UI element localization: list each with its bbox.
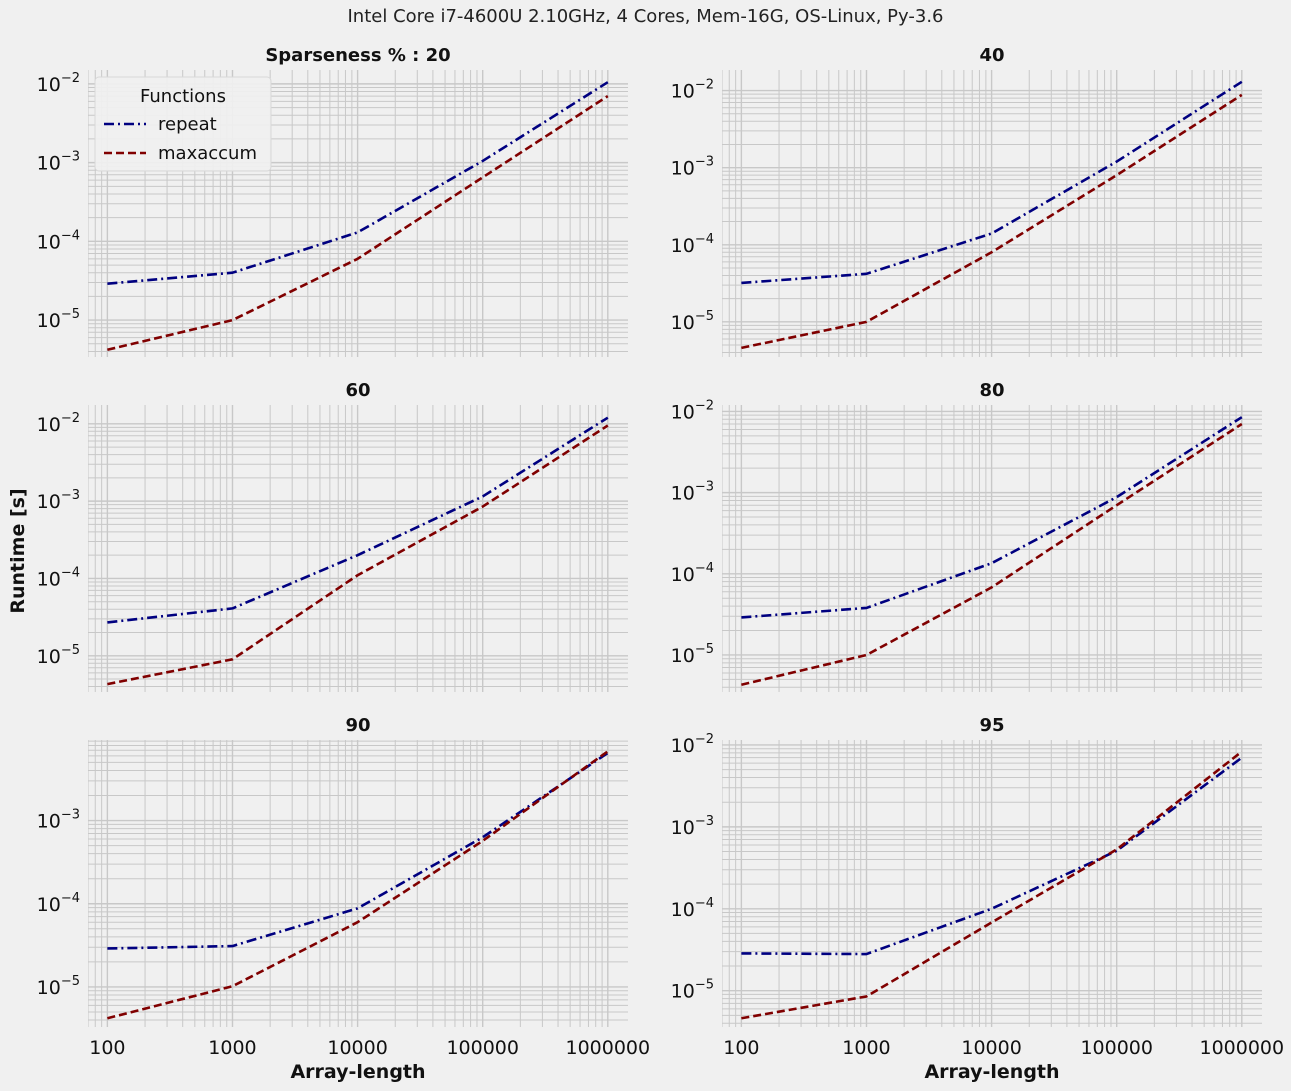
x-tick-label: 10000 [961, 1037, 1021, 1059]
legend-box [94, 76, 272, 172]
y-tick-label: 10−3 [671, 155, 714, 180]
y-tick-label: 10−3 [37, 488, 80, 513]
series-line-repeat [107, 81, 609, 285]
y-tick-label: 10−3 [671, 480, 714, 505]
y-tick-label: 10−2 [37, 411, 80, 436]
x-tick-label: 1000 [842, 1037, 890, 1059]
x-axis-label: Array-length [924, 1061, 1059, 1083]
grid [88, 740, 628, 1027]
series-line-repeat [741, 416, 1243, 619]
y-tick-label: 10−5 [671, 642, 714, 667]
x-tick-label: 100000 [1080, 1037, 1153, 1059]
y-tick-label: 10−5 [671, 978, 714, 1003]
y-tick-label: 10−2 [671, 398, 714, 423]
y-tick-label: 10−4 [37, 228, 80, 253]
subplot-4: 80 10−5 10−4 10−3 10−2 [671, 380, 1262, 692]
legend-label-maxaccum: maxaccum [158, 143, 257, 164]
y-tick-label: 10−3 [37, 150, 80, 175]
subplot-title: 40 [979, 45, 1004, 66]
y-tick-label: 10−3 [671, 814, 714, 839]
subplot-title: 90 [345, 715, 370, 736]
subplot-title: Sparseness % : 20 [265, 45, 450, 66]
grid [722, 405, 1262, 692]
x-tick-label: 100 [89, 1037, 125, 1059]
grid [722, 740, 1262, 1027]
legend: Functions repeat maxaccum [94, 76, 272, 172]
series-line-repeat [741, 756, 1243, 956]
series-line-maxaccum [741, 750, 1243, 1020]
x-axis-label: Array-length [290, 1061, 425, 1083]
x-tick-label: 1000000 [565, 1037, 650, 1059]
subplot-5: 90 10−5 10−4 10−3 100 1000 10000 100000 1000000 A… [37, 715, 650, 1083]
grid [88, 70, 628, 357]
x-tick-label: 10000 [327, 1037, 387, 1059]
x-tick-label: 1000000 [1199, 1037, 1284, 1059]
y-tick-label: 10−2 [37, 71, 80, 96]
y-tick-label: 10−4 [671, 561, 714, 586]
y-tick-label: 10−5 [37, 974, 80, 999]
y-tick-label: 10−5 [37, 307, 80, 332]
subplot-3: 60 10−5 10−4 10−3 10−2 [37, 380, 628, 692]
y-tick-label: 10−5 [671, 309, 714, 334]
subplot-6: 95 10−5 10−4 10−3 10−2 100 1000 10000 100000 1000… [671, 715, 1284, 1083]
y-tick-label: 10−4 [37, 891, 80, 916]
legend-label-repeat: repeat [158, 114, 217, 135]
y-axis-label: Runtime [s] [7, 488, 29, 613]
y-tick-label: 10−4 [671, 232, 714, 257]
x-tick-label: 100 [723, 1037, 759, 1059]
y-tick-label: 10−4 [37, 565, 80, 590]
y-tick-label: 10−5 [37, 643, 80, 668]
subplot-title: 95 [979, 715, 1004, 736]
subplot-title: 60 [345, 380, 370, 401]
subplot-1: Sparseness % : 20 10−5 10−4 10−3 10−2 [37, 45, 628, 357]
subplot-title: 80 [979, 380, 1004, 401]
grid [88, 405, 628, 692]
figure-title: Intel Core i7-4600U 2.10GHz, 4 Cores, Me… [347, 6, 944, 27]
y-tick-label: 10−2 [671, 78, 714, 103]
grid [722, 70, 1262, 357]
subplot-2: 40 10−5 10−4 10−3 10−2 [671, 45, 1262, 357]
x-tick-label: 100000 [446, 1037, 519, 1059]
x-tick-label: 1000 [208, 1037, 256, 1059]
y-tick-label: 10−3 [37, 808, 80, 833]
series-line-repeat [741, 80, 1243, 285]
y-tick-label: 10−2 [671, 732, 714, 757]
y-tick-label: 10−4 [671, 896, 714, 921]
legend-title: Functions [140, 86, 226, 107]
